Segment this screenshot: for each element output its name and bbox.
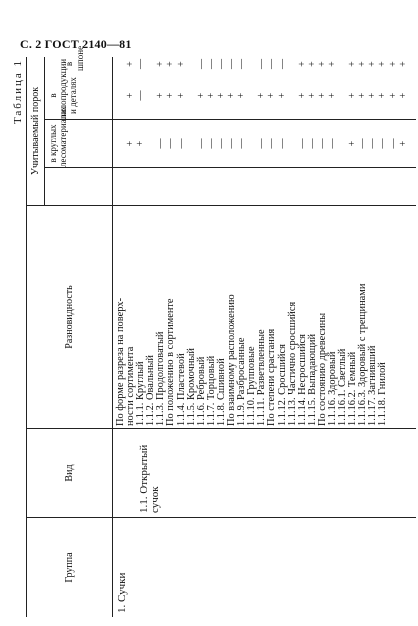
mark-logs: — — [175, 138, 187, 149]
mark-sawn: + — [266, 92, 278, 99]
mark-sawn: + — [175, 92, 187, 99]
mark-logs: — — [266, 138, 278, 149]
kind-cell: 1.1. Открытый сучок — [138, 444, 161, 513]
mark-logs: — — [236, 138, 248, 149]
col-header-group: Группа — [64, 552, 75, 583]
col-header-veneer: в шпоне — [64, 45, 85, 71]
variety-row — [399, 284, 409, 426]
variety-row: По степени срастания — [266, 328, 278, 426]
col-sep-logs — [44, 167, 416, 168]
mark-veneer: — — [266, 59, 278, 69]
marks-logs-column: + + — — — — — — — — — — — — — — — + — — — — + — [116, 120, 409, 167]
variety-list: По форме разреза на поверх-ности сортиме… — [115, 284, 409, 426]
mark-logs: + — [135, 140, 147, 147]
threshold-subrule — [44, 57, 45, 206]
mark-sawn: + — [276, 92, 288, 99]
table-header-rule — [112, 57, 113, 617]
mark-veneer: + — [326, 61, 338, 67]
col-sep-group — [26, 517, 416, 518]
mark-sawn: + — [236, 92, 248, 99]
col-header-sawn: в пилопродукции и деталях — [48, 58, 78, 119]
marks-veneer-column: + — + + + — — — — — — — — + + + + + + + + + + — [116, 57, 409, 71]
mark-logs: — — [326, 138, 338, 149]
mark-sawn: — — [135, 90, 147, 101]
group-cell: 1. Сучки — [116, 572, 128, 613]
mark-sawn: + — [397, 92, 409, 99]
col-header-logs: в круглых лесоматериалах — [48, 106, 68, 167]
table-label: Таблица 1 — [12, 59, 24, 125]
variety-row — [389, 284, 399, 426]
marks-sawn-column: + — + + + + + + + + + + + + + + + + + + + + + — [116, 72, 409, 119]
table-top-rule — [26, 57, 27, 617]
col-header-variety: Разновидность — [64, 285, 75, 349]
mark-veneer: + — [397, 61, 409, 67]
col-sep-kind — [26, 428, 416, 429]
rotated-table-page: Таблица 1 Группа Вид Разновидность Учиты… — [6, 45, 416, 617]
mark-veneer: — — [276, 59, 288, 69]
col-header-threshold: Учитываемый порок — [30, 86, 41, 176]
col-header-kind: Вид — [64, 464, 75, 482]
mark-veneer: — — [236, 59, 248, 69]
variety-row: 1.1.18. Гнилой — [377, 362, 389, 426]
mark-logs: + — [397, 140, 409, 147]
mark-logs: — — [276, 138, 288, 149]
page-header: С. 2 ГОСТ 2140—81 — [20, 37, 132, 51]
mark-veneer: + — [175, 61, 187, 67]
col-sep-variety — [26, 205, 416, 206]
mark-sawn: + — [326, 92, 338, 99]
mark-veneer: — — [135, 59, 147, 69]
